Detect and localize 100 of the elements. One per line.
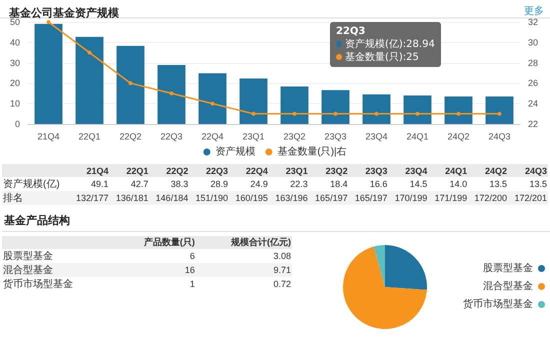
data-label: 28.9: [210, 178, 230, 191]
category-label: 22Q4: [229, 164, 269, 177]
point: [128, 81, 132, 86]
point: [252, 112, 256, 116]
y2-tick-label: 28: [528, 58, 538, 68]
point: [88, 50, 92, 55]
data-label: 3.08: [272, 250, 292, 263]
y-tick-label: 40: [10, 37, 20, 48]
x-tick-label: 24Q1: [406, 132, 429, 142]
data-label: 38.3: [170, 178, 190, 191]
category-label: 22Q3: [189, 164, 230, 177]
y-tick-label: 20: [10, 78, 20, 88]
y-tick-label: 0: [14, 119, 20, 129]
x-tick-label: 22Q3: [160, 132, 183, 142]
point: [456, 112, 460, 116]
data-label: 42.7: [130, 178, 150, 191]
annotation: 基金数量(只):25: [344, 51, 420, 64]
text: 163/196: [268, 191, 309, 205]
category-label: 23Q1: [268, 164, 309, 177]
y-tick-label: 10: [10, 98, 20, 109]
x-tick-label: 23Q2: [283, 132, 306, 142]
bar: [486, 96, 514, 124]
text: 151/190: [189, 191, 230, 205]
x-tick-label: 24Q3: [488, 132, 511, 142]
text: 171/199: [428, 191, 468, 205]
chart-title: 基金公司基金资产规模: [8, 6, 120, 20]
y-tick-label: 30: [10, 58, 20, 68]
x-tick-label: 23Q4: [365, 132, 388, 142]
data-label: 0.72: [272, 278, 292, 291]
text: 136/181: [110, 191, 150, 205]
x-tick-label: 23Q1: [242, 132, 265, 142]
legend-label: 资产规模: [215, 146, 256, 158]
text: 172/200: [468, 191, 508, 205]
point: [334, 112, 338, 116]
category-label: 22Q2: [149, 164, 190, 177]
legend-label: 基金数量(只)|右: [277, 146, 347, 158]
data-label: 1: [188, 278, 196, 291]
series-label: 产品数量(只): [114, 236, 196, 249]
y-tick-label: 50: [10, 17, 20, 27]
x-tick-label: 22Q4: [201, 132, 224, 142]
text: 基金产品结构: [2, 210, 550, 232]
bar: [362, 94, 390, 124]
text: 172/201: [508, 191, 548, 205]
data-label: 22.3: [289, 178, 309, 191]
category-label: 23Q4: [388, 164, 428, 177]
bar: [34, 24, 62, 124]
point: [498, 112, 502, 116]
data-label: 14.5: [408, 178, 428, 191]
category-label: 23Q2: [308, 164, 349, 177]
category-label: 21Q4: [70, 164, 110, 177]
x-tick-label: 22Q1: [78, 132, 101, 142]
text: 132/177: [70, 191, 110, 205]
category-label: 24Q3: [508, 164, 548, 177]
data-label: 13.5: [528, 178, 548, 191]
data-label: 24.9: [249, 178, 269, 191]
legend-label: 货币市场型基金: [463, 298, 533, 310]
data-label: 16.6: [368, 178, 388, 191]
category-label: 23Q3: [348, 164, 388, 177]
x-tick-label: 22Q2: [119, 132, 142, 142]
data-label: 6: [188, 250, 196, 263]
point: [210, 102, 214, 106]
bar: [76, 36, 104, 124]
data-label: 16: [114, 263, 196, 277]
x-tick-label: 24Q2: [447, 132, 470, 142]
data-label: 9.71: [196, 263, 292, 277]
point: [416, 112, 420, 116]
y2-tick-label: 22: [528, 119, 538, 129]
data-label: 18.4: [329, 178, 349, 191]
point: [170, 91, 174, 96]
annotation: 22Q3: [336, 25, 366, 38]
data-label: 14.0: [448, 178, 468, 191]
bar: [404, 95, 432, 124]
text: 165/197: [308, 191, 349, 205]
bar: [198, 73, 226, 124]
bar: [280, 86, 308, 124]
text: 排名: [2, 191, 70, 205]
bar: [444, 96, 472, 124]
bar: [116, 46, 144, 124]
data-label: 49.1: [90, 178, 110, 191]
y2-tick-label: 26: [528, 78, 538, 88]
legend-label: 混合型基金: [483, 280, 533, 292]
x-tick-label: 23Q3: [324, 132, 347, 142]
y2-tick-label: 30: [528, 37, 538, 48]
bar: [322, 90, 350, 124]
annotation: 资产规模(亿):28.94: [344, 38, 435, 51]
text: 资产规模(亿): [2, 178, 61, 191]
text: 更多: [524, 5, 544, 18]
point: [374, 112, 378, 116]
category-label: 24Q1: [428, 164, 468, 177]
data-label: 13.5: [488, 178, 508, 191]
point: [292, 112, 296, 116]
point: [46, 20, 50, 24]
text: 165/197: [348, 191, 388, 205]
text: 160/195: [229, 191, 269, 205]
y2-tick-label: 24: [528, 98, 538, 109]
category-label: 股票型基金: [2, 250, 54, 263]
legend-label: 股票型基金: [483, 262, 533, 274]
bar: [158, 65, 186, 124]
text: 170/199: [388, 191, 428, 205]
category-label: 22Q1: [110, 164, 150, 177]
